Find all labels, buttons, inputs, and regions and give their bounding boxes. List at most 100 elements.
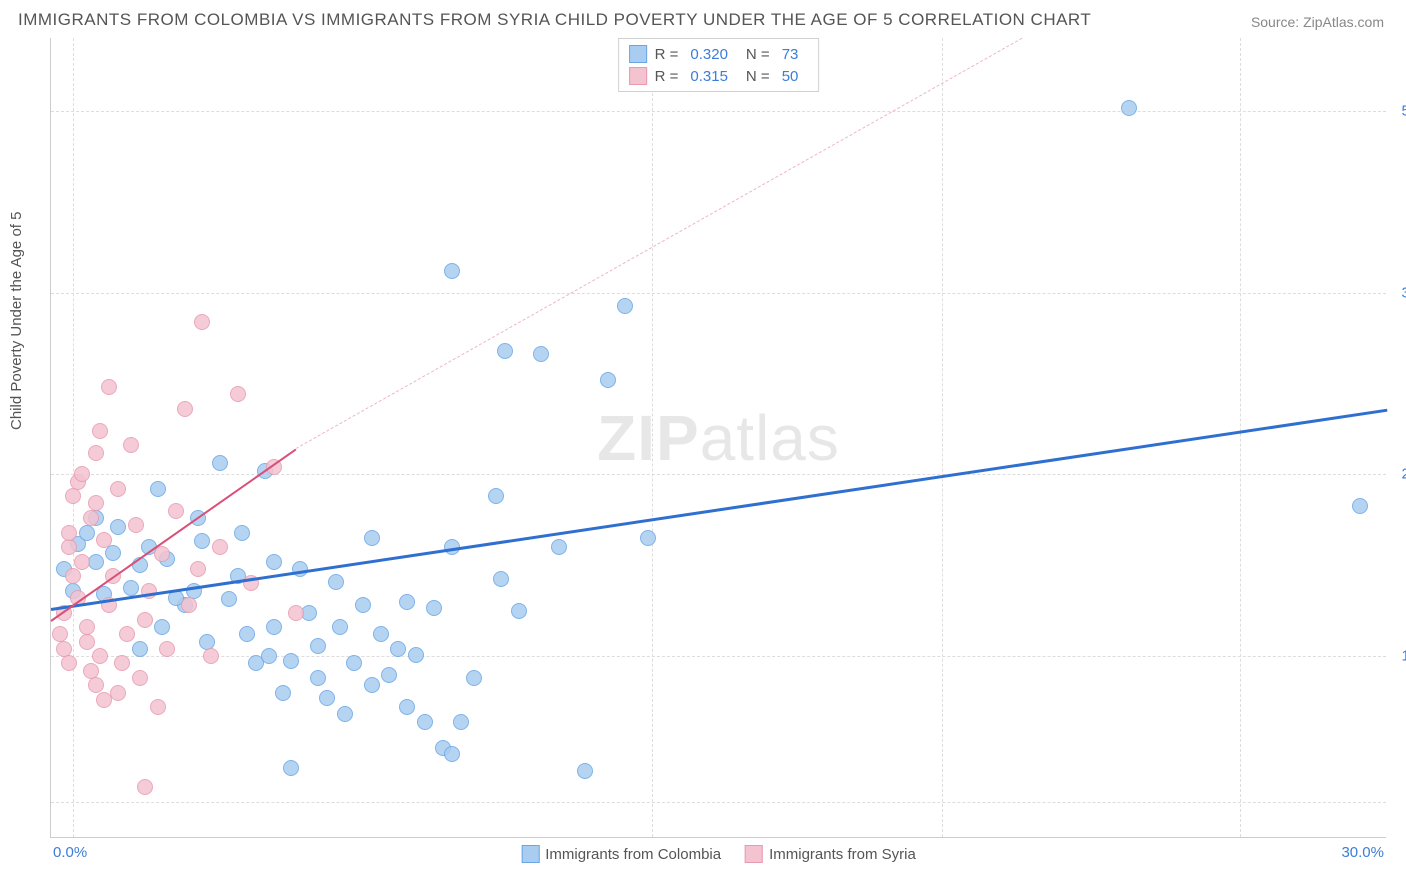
scatter-point <box>65 568 81 584</box>
scatter-point <box>275 685 291 701</box>
scatter-point <box>132 641 148 657</box>
scatter-point <box>493 571 509 587</box>
legend-series: Immigrants from Colombia Immigrants from … <box>513 845 924 863</box>
scatter-point <box>110 519 126 535</box>
scatter-point <box>105 545 121 561</box>
legend-n-label: N = <box>746 46 770 63</box>
watermark-light: atlas <box>700 402 840 474</box>
legend-swatch <box>629 67 647 85</box>
scatter-point <box>551 539 567 555</box>
scatter-point <box>83 510 99 526</box>
scatter-point <box>101 379 117 395</box>
legend-swatch <box>745 845 763 863</box>
gridline-h <box>51 802 1386 803</box>
scatter-point <box>61 655 77 671</box>
scatter-point <box>266 619 282 635</box>
scatter-point <box>511 603 527 619</box>
scatter-point <box>373 626 389 642</box>
gridline-v <box>73 38 74 837</box>
scatter-point <box>399 699 415 715</box>
legend-correlation: R =0.320N =73R =0.315N =50 <box>618 38 820 92</box>
scatter-point <box>123 580 139 596</box>
scatter-point <box>128 517 144 533</box>
trendline <box>296 38 1022 449</box>
scatter-point <box>234 525 250 541</box>
scatter-point <box>110 481 126 497</box>
scatter-point <box>199 634 215 650</box>
scatter-point <box>399 594 415 610</box>
scatter-point <box>110 685 126 701</box>
scatter-point <box>132 670 148 686</box>
scatter-point <box>150 699 166 715</box>
scatter-point <box>177 401 193 417</box>
y-tick-label: 25.0% <box>1390 466 1406 483</box>
scatter-point <box>168 503 184 519</box>
scatter-point <box>488 488 504 504</box>
source-value: ZipAtlas.com <box>1303 14 1384 30</box>
scatter-point <box>194 533 210 549</box>
scatter-point <box>417 714 433 730</box>
legend-series-item: Immigrants from Syria <box>745 845 916 863</box>
scatter-point <box>261 648 277 664</box>
scatter-point <box>497 343 513 359</box>
gridline-v <box>942 38 943 837</box>
scatter-point <box>79 525 95 541</box>
scatter-point <box>114 655 130 671</box>
legend-swatch <box>521 845 539 863</box>
scatter-point <box>617 298 633 314</box>
y-tick-label: 37.5% <box>1390 284 1406 301</box>
legend-r-value: 0.320 <box>690 46 728 63</box>
watermark: ZIPatlas <box>597 401 840 475</box>
scatter-point <box>408 647 424 663</box>
scatter-point <box>444 263 460 279</box>
scatter-point <box>79 619 95 635</box>
scatter-point <box>88 495 104 511</box>
legend-row: R =0.315N =50 <box>629 65 809 87</box>
scatter-point <box>364 530 380 546</box>
legend-row: R =0.320N =73 <box>629 43 809 65</box>
scatter-point <box>1352 498 1368 514</box>
scatter-point <box>444 746 460 762</box>
scatter-point <box>319 690 335 706</box>
scatter-point <box>88 445 104 461</box>
scatter-point <box>283 760 299 776</box>
scatter-point <box>52 626 68 642</box>
scatter-point <box>337 706 353 722</box>
scatter-point <box>137 612 153 628</box>
scatter-point <box>381 667 397 683</box>
legend-series-name: Immigrants from Syria <box>769 846 916 863</box>
scatter-point <box>600 372 616 388</box>
scatter-point <box>230 386 246 402</box>
scatter-point <box>65 488 81 504</box>
legend-series-item: Immigrants from Colombia <box>521 845 721 863</box>
gridline-h <box>51 474 1386 475</box>
legend-n-label: N = <box>746 68 770 85</box>
scatter-point <box>150 481 166 497</box>
scatter-point <box>123 437 139 453</box>
scatter-point <box>56 641 72 657</box>
x-tick-label: 0.0% <box>53 844 87 861</box>
scatter-point <box>74 466 90 482</box>
scatter-point <box>283 653 299 669</box>
scatter-point <box>221 591 237 607</box>
legend-n-value: 50 <box>782 68 799 85</box>
scatter-point <box>1121 100 1137 116</box>
scatter-point <box>332 619 348 635</box>
scatter-point <box>426 600 442 616</box>
scatter-point <box>328 574 344 590</box>
scatter-point <box>61 525 77 541</box>
scatter-point <box>288 605 304 621</box>
gridline-h <box>51 293 1386 294</box>
scatter-point <box>154 546 170 562</box>
scatter-point <box>266 554 282 570</box>
scatter-point <box>212 539 228 555</box>
legend-r-value: 0.315 <box>690 68 728 85</box>
scatter-point <box>119 626 135 642</box>
y-tick-label: 12.5% <box>1390 648 1406 665</box>
gridline-h <box>51 111 1386 112</box>
scatter-point <box>390 641 406 657</box>
scatter-point <box>190 561 206 577</box>
scatter-point <box>310 670 326 686</box>
scatter-point <box>83 663 99 679</box>
scatter-point <box>239 626 255 642</box>
